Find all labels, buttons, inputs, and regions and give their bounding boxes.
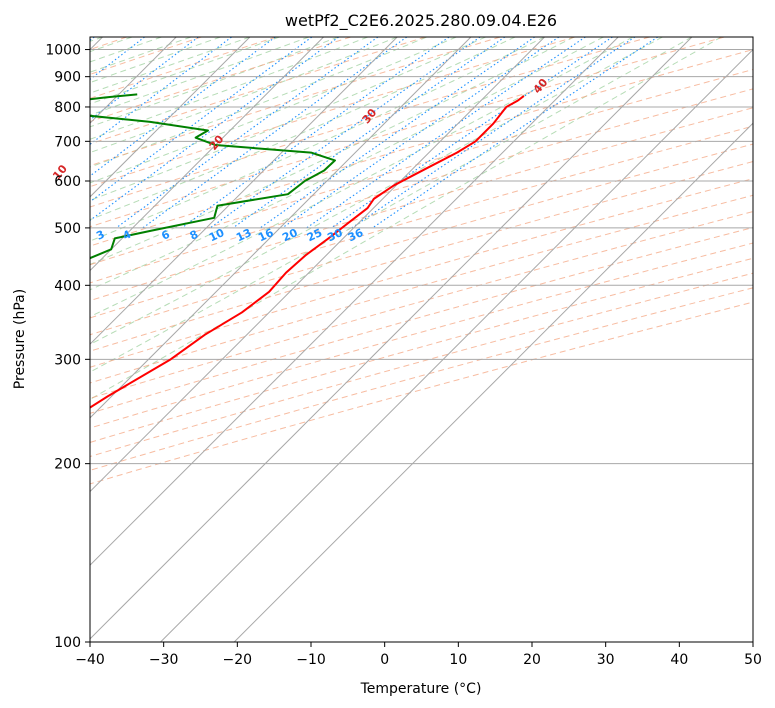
dry-adiabat-line	[90, 272, 753, 458]
dry-adiabat-line	[90, 226, 753, 414]
y-axis: 100 200 300 400 500 600 700 800 900 1000	[45, 43, 90, 651]
mixing-ratio-line	[351, 37, 636, 229]
mixing-ratio-line	[90, 37, 95, 42]
moist-adiabat-line	[90, 37, 575, 266]
dry-adiabat-line	[90, 49, 753, 247]
y-axis-label: Pressure (hPa)	[12, 289, 28, 389]
x-tick-label: 20	[523, 652, 541, 668]
mixing-ratio-lines	[90, 37, 659, 229]
mixing-ratio-line	[90, 37, 276, 177]
isotherm-line	[90, 37, 619, 566]
mixing-ratio-line	[90, 37, 339, 222]
dry-adiabat-line	[90, 178, 753, 368]
mixing-ratio-line	[181, 37, 450, 229]
dry-adiabat-line	[90, 37, 650, 208]
y-tick-label: 200	[54, 457, 81, 473]
isobars	[90, 49, 753, 642]
mixing-ratio-line	[90, 37, 199, 121]
moist-adiabat-line	[90, 37, 486, 201]
moist-adiabat-line	[90, 37, 604, 291]
isotherm-line	[233, 122, 753, 642]
dry-adiabats	[90, 37, 753, 485]
sounding-line-1	[90, 95, 525, 409]
mixing-ratio-label: 13	[234, 226, 253, 244]
mixing-ratio-label: 36	[346, 226, 366, 244]
mixing-ratio-label: 25	[305, 226, 324, 244]
moist-adiabat-line	[90, 37, 545, 242]
dry-adiabat-line	[90, 194, 753, 384]
moist-adiabat-line	[90, 37, 339, 128]
y-tick-label: 800	[54, 100, 81, 116]
moist-adiabat-line	[90, 37, 427, 168]
mixing-ratio-label: 16	[256, 226, 276, 244]
y-tick-label: 300	[54, 352, 81, 368]
mixing-ratio-line	[90, 37, 313, 203]
dry-adiabat-line	[90, 37, 725, 228]
moist-adiabat-line	[90, 37, 516, 221]
dry-adiabat-line	[90, 242, 753, 429]
x-tick-label: 0	[380, 652, 389, 668]
x-tick-label: 10	[449, 652, 467, 668]
y-tick-label: 100	[54, 635, 81, 651]
y-tick-label: 500	[54, 221, 81, 237]
dry-adiabat-line	[90, 107, 753, 302]
chart-title: wetPf2_C2E6.2025.280.09.04.E26	[285, 11, 557, 31]
dry-adiabat-line	[90, 88, 753, 284]
isotherm-line	[90, 37, 472, 419]
isotherm-line	[90, 37, 251, 198]
moist-adiabat-line	[90, 37, 309, 116]
isotherm-line	[90, 37, 545, 493]
y-tick-label: 900	[54, 70, 81, 86]
mixing-ratio-line	[330, 37, 613, 229]
x-tick-label: −10	[296, 652, 326, 668]
dry-adiabat-line	[90, 211, 753, 399]
x-axis: −40 −30 −20 −10 0 10 20 30 40 50	[75, 642, 762, 668]
dry-adiabat-line	[90, 125, 753, 319]
y-tick-label: 400	[54, 278, 81, 294]
mixing-ratio-label: 10	[207, 226, 227, 244]
x-tick-label: −30	[149, 652, 179, 668]
sounding-line-2	[90, 93, 336, 260]
x-tick-label: 50	[744, 652, 762, 668]
isotherm-line	[90, 37, 324, 272]
mixing-ratio-label: 30	[325, 226, 345, 244]
y-tick-label: 600	[54, 174, 81, 190]
moist-adiabat-line	[90, 37, 663, 345]
mixing-ratio-line	[90, 37, 232, 146]
isotherm-line	[160, 48, 753, 642]
x-tick-label: 30	[597, 652, 615, 668]
mixing-ratio-line	[372, 37, 659, 229]
dry-adiabat-line	[90, 287, 753, 471]
mixing-ratio-line	[306, 37, 586, 229]
x-tick-label: −20	[223, 652, 253, 668]
isotherm-line	[90, 37, 693, 640]
dry-adiabat-line	[90, 257, 753, 443]
isotherm-line	[90, 37, 398, 345]
plot-frame	[89, 36, 754, 643]
mixing-ratio-line	[259, 37, 535, 229]
y-tick-label: 700	[54, 134, 81, 150]
mixing-ratio-label: 20	[280, 226, 300, 244]
x-axis-label: Temperature (°C)	[360, 681, 482, 697]
moist-adiabat-line	[90, 37, 280, 105]
isotherms	[90, 37, 753, 642]
sounding-series	[90, 93, 525, 409]
y-tick-label: 1000	[45, 43, 81, 59]
dry-adiabat-line	[90, 301, 753, 485]
dry-adiabat-line	[90, 37, 501, 167]
moist-adiabat-line	[90, 37, 634, 318]
x-tick-label: −40	[75, 652, 105, 668]
x-tick-label: 40	[670, 652, 688, 668]
dry-adiabat-line	[90, 37, 426, 145]
